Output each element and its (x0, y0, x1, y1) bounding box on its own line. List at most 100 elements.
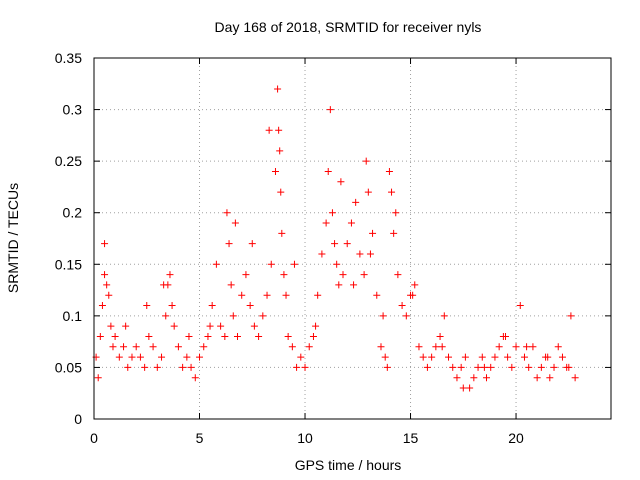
data-point (495, 343, 503, 351)
data-point (364, 188, 372, 196)
data-point (231, 219, 239, 227)
data-point (432, 343, 440, 351)
data-point (457, 363, 465, 371)
data-point (267, 260, 275, 268)
chart-title: Day 168 of 2018, SRMTID for receiver nyl… (215, 19, 482, 35)
data-point (523, 343, 531, 351)
data-point (369, 229, 377, 237)
data-point (255, 332, 263, 340)
data-point (128, 353, 136, 361)
data-point (149, 343, 157, 351)
data-point (212, 260, 220, 268)
data-point (229, 312, 237, 320)
data-point (204, 332, 212, 340)
data-point (143, 302, 151, 310)
data-point (470, 374, 478, 382)
data-point (275, 126, 283, 134)
data-point (274, 85, 282, 93)
data-point (379, 312, 387, 320)
data-point (516, 302, 524, 310)
data-point (356, 250, 364, 258)
data-point (271, 167, 279, 175)
data-point (567, 312, 575, 320)
data-point (373, 291, 381, 299)
data-point (246, 302, 254, 310)
data-point (96, 332, 104, 340)
data-point (225, 240, 233, 248)
data-point (158, 353, 166, 361)
data-point (233, 332, 241, 340)
x-tick-label: 15 (403, 430, 419, 446)
data-point (390, 229, 398, 237)
data-point (170, 322, 178, 330)
data-point (520, 353, 528, 361)
data-point (284, 332, 292, 340)
data-point (461, 353, 469, 361)
data-point (366, 250, 374, 258)
data-point (250, 322, 258, 330)
data-point (398, 302, 406, 310)
data-point (101, 240, 109, 248)
data-point (487, 363, 495, 371)
data-point (115, 353, 123, 361)
data-point (385, 167, 393, 175)
data-point (337, 178, 345, 186)
data-point (183, 353, 191, 361)
data-point (305, 343, 313, 351)
data-point (314, 291, 322, 299)
data-point (501, 332, 509, 340)
data-point (533, 374, 541, 382)
data-point (111, 332, 119, 340)
data-point (537, 363, 545, 371)
data-point (438, 343, 446, 351)
data-point (187, 363, 195, 371)
data-point (124, 363, 132, 371)
data-point (280, 271, 288, 279)
data-point (162, 312, 170, 320)
data-point (347, 219, 355, 227)
data-point (459, 384, 467, 392)
grid-lines (94, 58, 611, 419)
data-point (409, 291, 417, 299)
plot-frame (93, 57, 612, 420)
y-tick-label: 0.3 (63, 102, 83, 118)
data-point (297, 353, 305, 361)
data-point (352, 198, 360, 206)
data-point (290, 260, 298, 268)
y-tick-label: 0.35 (55, 50, 82, 66)
data-point (196, 353, 204, 361)
y-tick-label: 0.15 (55, 256, 82, 272)
x-tick-label: 10 (297, 430, 313, 446)
data-point (565, 363, 573, 371)
data-point (94, 374, 102, 382)
data-point (445, 353, 453, 361)
data-point (301, 363, 309, 371)
data-point (160, 281, 168, 289)
data-point (343, 240, 351, 248)
data-point (217, 322, 225, 330)
x-tick-label: 0 (90, 430, 98, 446)
data-point (571, 374, 579, 382)
data-point (282, 291, 290, 299)
data-point (428, 353, 436, 361)
data-point (221, 332, 229, 340)
y-tick-label: 0.1 (63, 308, 83, 324)
data-point (122, 322, 130, 330)
data-point (242, 271, 250, 279)
data-point (411, 281, 419, 289)
data-point (360, 271, 368, 279)
data-point (98, 302, 106, 310)
data-point (512, 343, 520, 351)
data-point (191, 374, 199, 382)
data-point (554, 343, 562, 351)
data-point (525, 363, 533, 371)
y-axis-label: SRMTID / TECUs (5, 183, 21, 293)
data-point (436, 332, 444, 340)
data-point (480, 363, 488, 371)
x-tick-label: 20 (508, 430, 524, 446)
data-point (136, 353, 144, 361)
axis-ticks (93, 57, 611, 420)
data-point (288, 343, 296, 351)
data-point (109, 343, 117, 351)
data-point (322, 219, 330, 227)
